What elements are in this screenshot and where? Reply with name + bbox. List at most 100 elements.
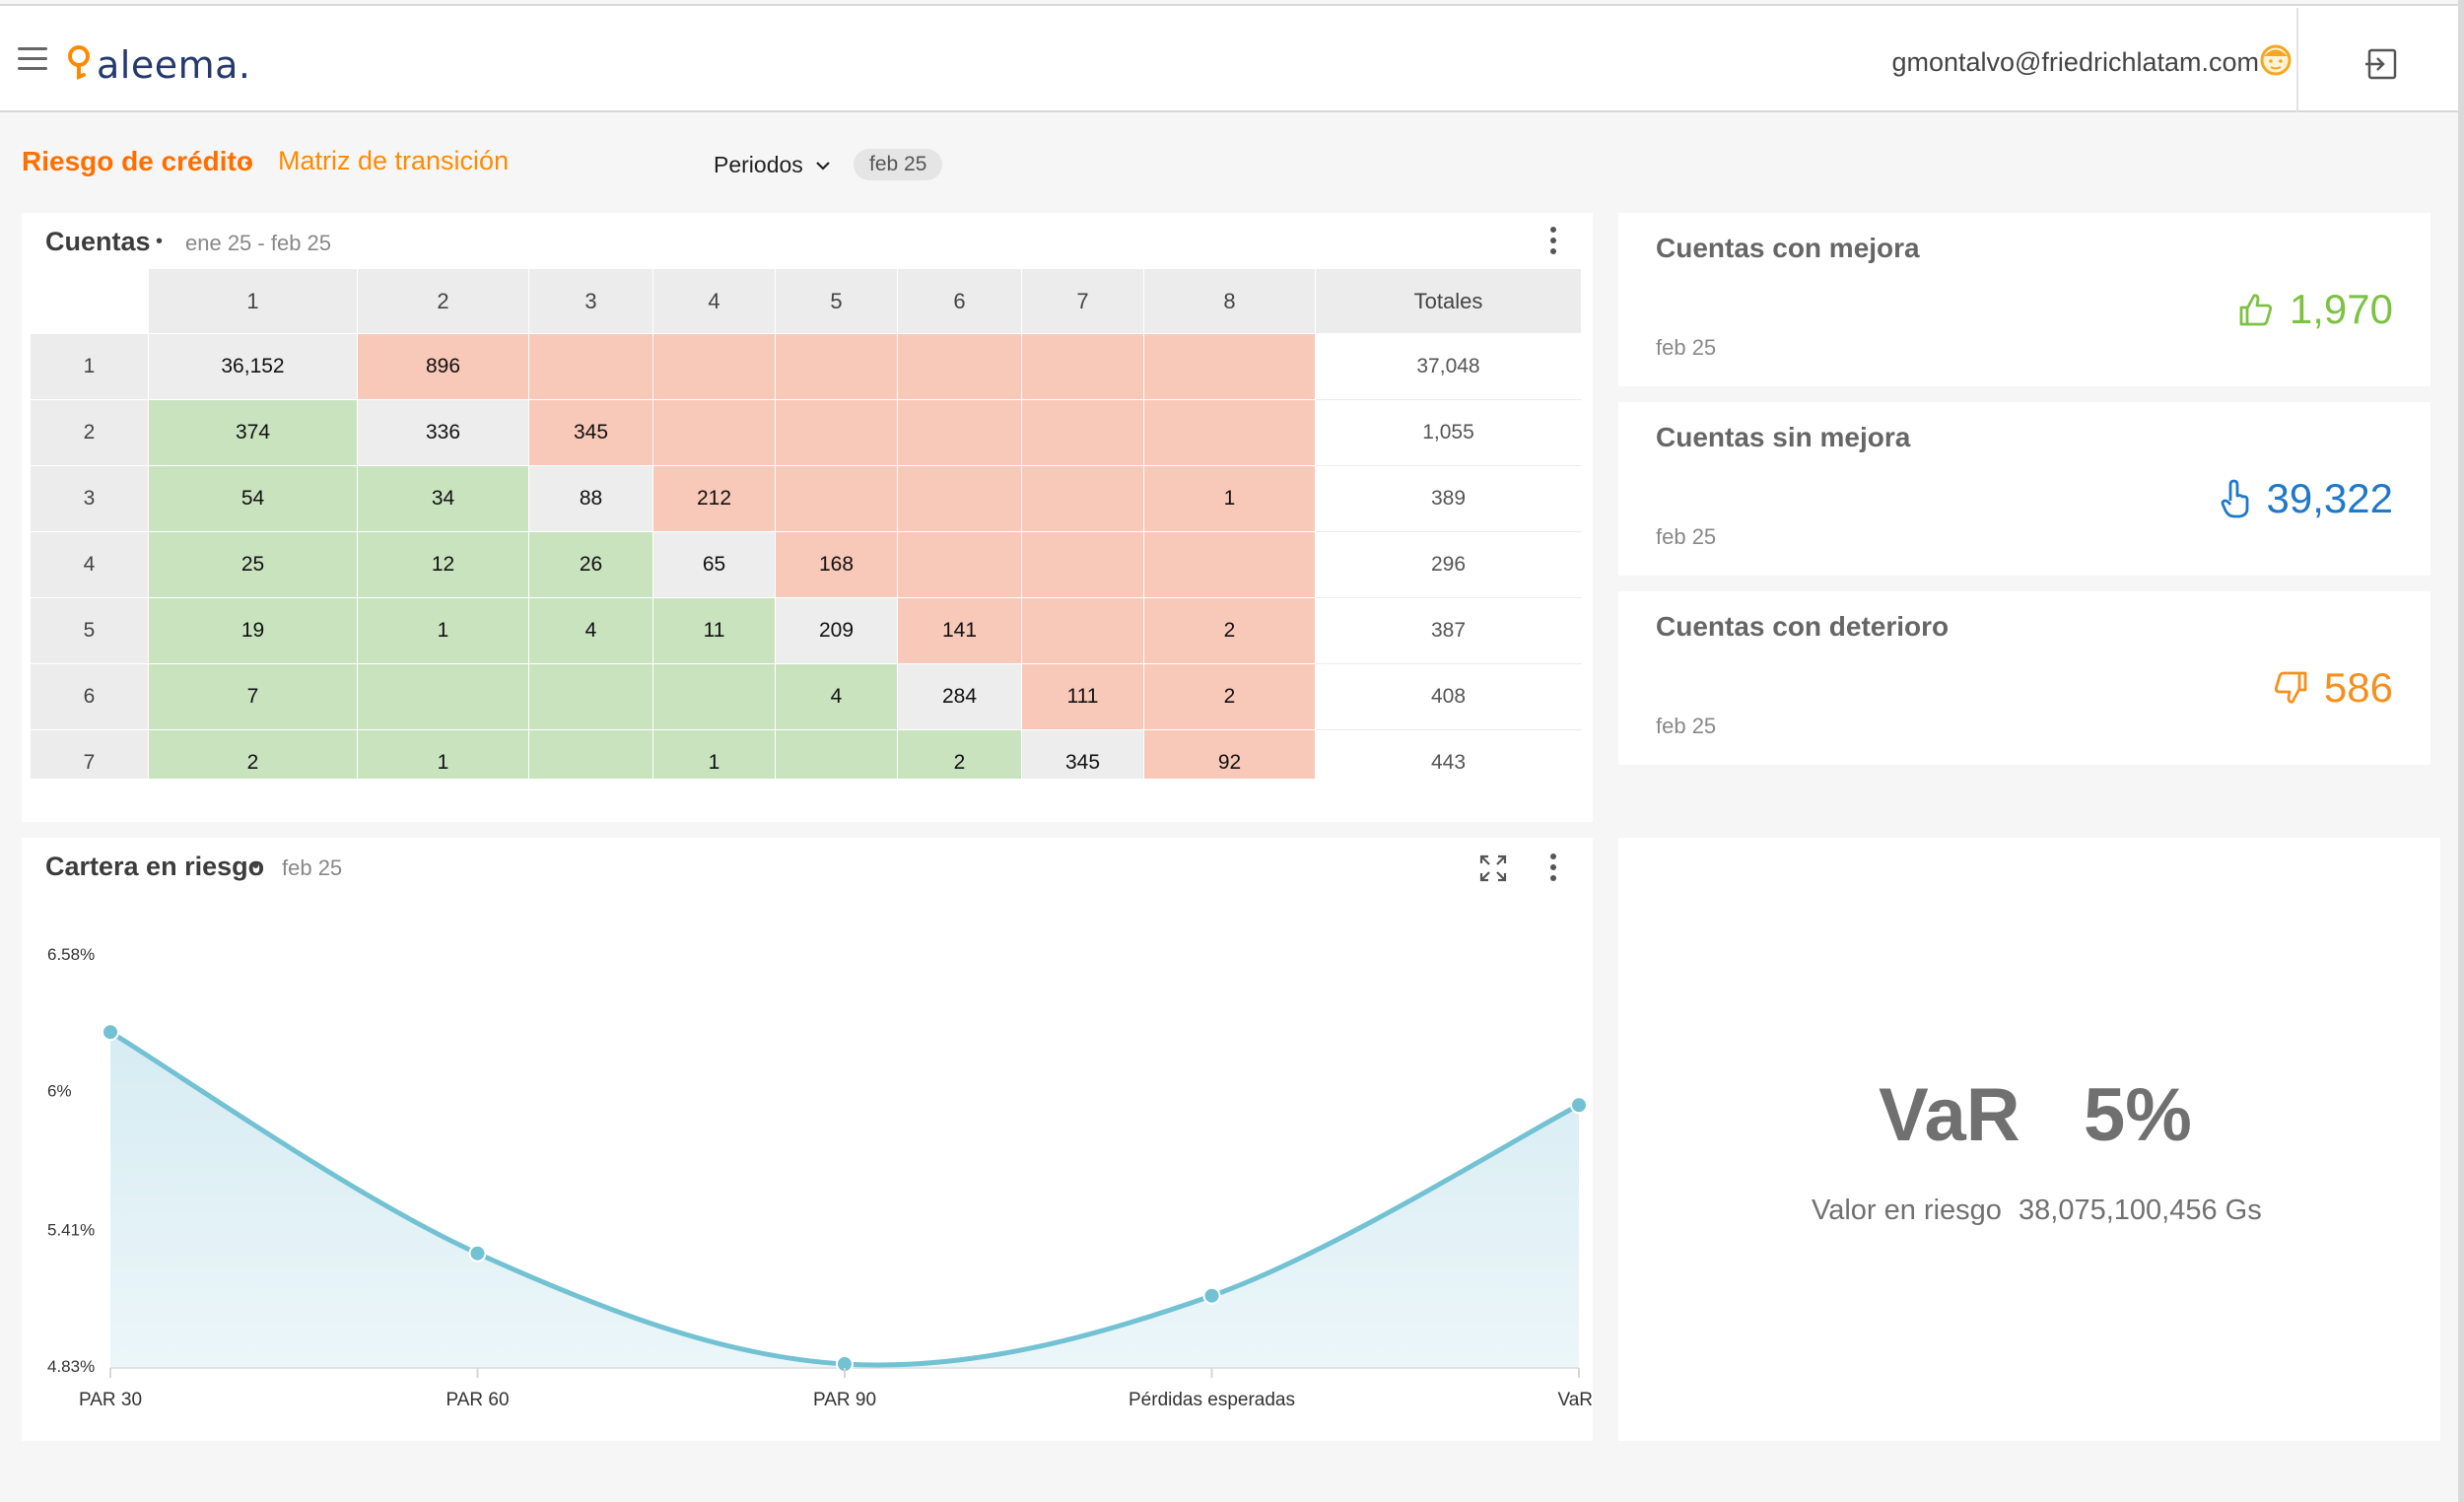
- stat-value: 586: [2273, 664, 2393, 712]
- y-tick-label: 5.41%: [47, 1220, 95, 1239]
- matrix-cell[interactable]: [528, 663, 653, 730]
- x-tick-label: PAR 30: [79, 1390, 142, 1410]
- stat-date: feb 25: [1656, 714, 1717, 738]
- row-total: 443: [1315, 729, 1582, 779]
- matrix-cell[interactable]: 19: [148, 597, 358, 664]
- matrix-cell[interactable]: 345: [528, 399, 653, 466]
- card-date-range: ene 25 - feb 25: [185, 231, 332, 255]
- matrix-cell[interactable]: [1021, 465, 1144, 532]
- matrix-cell[interactable]: [1143, 531, 1316, 598]
- matrix-cell[interactable]: [1021, 333, 1144, 400]
- matrix-cell[interactable]: [775, 399, 898, 466]
- matrix-cell[interactable]: [652, 333, 776, 400]
- row-header: 4: [30, 531, 149, 598]
- logo[interactable]: aleema.: [65, 41, 250, 89]
- matrix-cell[interactable]: [1021, 399, 1144, 466]
- matrix-cell[interactable]: 11: [652, 597, 776, 664]
- matrix-cell[interactable]: 12: [357, 531, 529, 598]
- user-avatar-icon[interactable]: [2259, 43, 2293, 77]
- stat-value-text: 39,322: [2266, 475, 2393, 521]
- matrix-cell[interactable]: [1021, 597, 1144, 664]
- y-tick-label: 6.58%: [47, 945, 95, 964]
- row-total: 389: [1315, 465, 1582, 532]
- matrix-cell[interactable]: 88: [528, 465, 653, 532]
- matrix-cell[interactable]: [775, 333, 898, 400]
- menu-icon[interactable]: [18, 47, 47, 71]
- matrix-cell[interactable]: 345: [1021, 729, 1144, 779]
- matrix-cell[interactable]: 374: [148, 399, 358, 466]
- matrix-cell[interactable]: 2: [1143, 597, 1316, 664]
- matrix-cell[interactable]: 168: [775, 531, 898, 598]
- matrix-cell[interactable]: 212: [652, 465, 776, 532]
- matrix-cell[interactable]: [652, 663, 776, 730]
- matrix-cell[interactable]: 896: [357, 333, 529, 400]
- matrix-cell[interactable]: 1: [1143, 465, 1316, 532]
- matrix-cell[interactable]: 209: [775, 597, 898, 664]
- logo-text: aleema.: [97, 43, 251, 87]
- matrix-cell[interactable]: 2: [897, 729, 1022, 779]
- stat-card-unchanged: Cuentas sin mejora 39,322 feb 25: [1618, 402, 2430, 576]
- column-header: 7: [1021, 268, 1144, 334]
- var-value-label: Valor en riesgo: [1812, 1195, 2002, 1226]
- matrix-cell[interactable]: 26: [528, 531, 653, 598]
- matrix-cell[interactable]: [528, 333, 653, 400]
- row-header: 3: [30, 465, 149, 532]
- matrix-cell[interactable]: [652, 399, 776, 466]
- matrix-cell[interactable]: 4: [775, 663, 898, 730]
- matrix-cell[interactable]: [1143, 399, 1316, 466]
- card-title: Cuentas: [45, 227, 151, 256]
- more-options-icon[interactable]: [1543, 853, 1563, 889]
- matrix-cell[interactable]: 4: [528, 597, 653, 664]
- matrix-cell[interactable]: 141: [897, 597, 1022, 664]
- matrix-cell[interactable]: 1: [357, 729, 529, 779]
- matrix-cell[interactable]: [897, 333, 1022, 400]
- stat-value-text: 586: [2323, 664, 2393, 711]
- matrix-cell[interactable]: 336: [357, 399, 529, 466]
- stat-title: Cuentas con mejora: [1656, 233, 1920, 263]
- matrix-cell[interactable]: [775, 729, 898, 779]
- matrix-cell[interactable]: 1: [652, 729, 776, 779]
- matrix-cell[interactable]: 2: [1143, 663, 1316, 730]
- matrix-cell[interactable]: 34: [357, 465, 529, 532]
- breadcrumb-page[interactable]: Matriz de transición: [278, 146, 510, 175]
- breadcrumb-section[interactable]: Riesgo de crédito: [22, 146, 253, 176]
- matrix-cell[interactable]: 111: [1021, 663, 1144, 730]
- matrix-cell[interactable]: [897, 399, 1022, 466]
- matrix-cell[interactable]: 36,152: [148, 333, 358, 400]
- totals-header: Totales: [1315, 268, 1582, 334]
- row-total: 408: [1315, 663, 1582, 730]
- logout-icon[interactable]: [2365, 47, 2399, 81]
- matrix-cell[interactable]: 7: [148, 663, 358, 730]
- matrix-cell[interactable]: [775, 465, 898, 532]
- matrix-cell[interactable]: 65: [652, 531, 776, 598]
- data-point: [1202, 1286, 1221, 1305]
- matrix-cell[interactable]: 284: [897, 663, 1022, 730]
- matrix-cell[interactable]: 2: [148, 729, 358, 779]
- x-tick-label: PAR 90: [813, 1390, 876, 1410]
- matrix-cell[interactable]: [897, 531, 1022, 598]
- card-dot: •: [252, 855, 260, 877]
- selected-period-chip[interactable]: feb 25: [854, 149, 943, 180]
- user-email[interactable]: gmontalvo@friedrichlatam.com: [1891, 47, 2259, 77]
- row-total: 296: [1315, 531, 1582, 598]
- periods-dropdown[interactable]: Periodos: [714, 152, 831, 178]
- matrix-cell[interactable]: [897, 465, 1022, 532]
- matrix-cell[interactable]: [1143, 333, 1316, 400]
- stat-title: Cuentas con deterioro: [1656, 611, 1950, 642]
- expand-icon[interactable]: [1478, 853, 1508, 883]
- var-label: VaR: [1879, 1073, 2020, 1157]
- matrix-cell[interactable]: [357, 663, 529, 730]
- card-dot: •: [156, 231, 164, 252]
- matrix-cell[interactable]: 1: [357, 597, 529, 664]
- matrix-cell[interactable]: 92: [1143, 729, 1316, 779]
- column-header: 8: [1143, 268, 1316, 334]
- more-options-icon[interactable]: [1543, 227, 1563, 262]
- lightbulb-logo-icon: [68, 45, 90, 80]
- var-percent: 5%: [2084, 1073, 2192, 1157]
- column-header: 2: [357, 268, 529, 334]
- matrix-cell[interactable]: 25: [148, 531, 358, 598]
- matrix-cell[interactable]: 54: [148, 465, 358, 532]
- matrix-cell[interactable]: [528, 729, 653, 779]
- scrollbar[interactable]: [2458, 0, 2464, 1502]
- matrix-cell[interactable]: [1021, 531, 1144, 598]
